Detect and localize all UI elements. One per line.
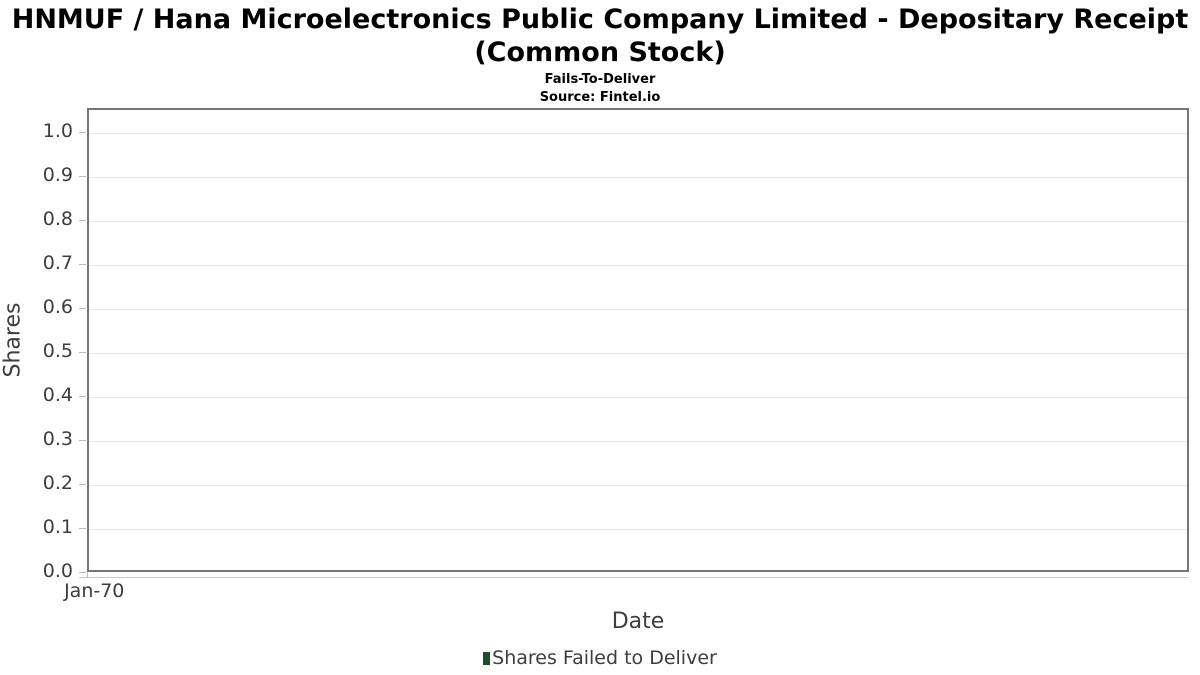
- x-tick-label: Jan-70: [64, 580, 125, 602]
- y-tick-label: 0.2: [42, 472, 73, 494]
- y-tick-mark: [79, 440, 86, 441]
- chart-title-line2: (Common Stock): [474, 37, 726, 68]
- chart-title-line1: HNMUF / Hana Microelectronics Public Com…: [11, 4, 1189, 35]
- y-tick-label: 0.3: [42, 428, 73, 450]
- legend: Shares Failed to Deliver: [0, 647, 1200, 669]
- y-tick-label: 0.6: [42, 296, 73, 318]
- gridline: [89, 221, 1187, 222]
- y-tick-label: 0.9: [42, 164, 73, 186]
- y-tick-mark: [79, 308, 86, 309]
- y-tick-label: 0.4: [42, 384, 73, 406]
- chart-header: HNMUF / Hana Microelectronics Public Com…: [0, 0, 1200, 107]
- x-axis-title: Date: [611, 609, 665, 634]
- y-tick-label: 0.8: [42, 208, 73, 230]
- gridline: [89, 353, 1187, 354]
- legend-label: Shares Failed to Deliver: [492, 647, 717, 669]
- gridline: [89, 397, 1187, 398]
- y-tick-label: 1.0: [42, 120, 73, 142]
- y-tick-label: 0.7: [42, 252, 73, 274]
- gridline: [89, 485, 1187, 486]
- y-tick-mark: [79, 572, 86, 573]
- chart-source: Source: Fintel.io: [539, 90, 661, 105]
- y-tick-label: 0.5: [42, 340, 73, 362]
- y-tick-mark: [79, 484, 86, 485]
- y-tick-mark: [79, 220, 86, 221]
- gridline: [89, 177, 1187, 178]
- x-axis-tick-mark: [87, 572, 88, 578]
- y-tick-mark: [79, 352, 86, 353]
- y-tick-mark: [79, 528, 86, 529]
- y-tick-mark: [79, 176, 86, 177]
- y-tick-mark: [79, 132, 86, 133]
- y-tick-label: 0.0: [42, 560, 73, 582]
- gridline: [89, 133, 1187, 134]
- chart-subtitle: Fails-To-Deliver: [544, 72, 656, 87]
- y-tick-label: 0.1: [42, 516, 73, 538]
- x-axis-line: [79, 577, 1189, 578]
- gridline: [89, 265, 1187, 266]
- gridline: [89, 309, 1187, 310]
- gridline: [89, 529, 1187, 530]
- y-tick-mark: [79, 396, 86, 397]
- legend-swatch: [483, 651, 491, 665]
- y-tick-mark: [79, 264, 86, 265]
- gridline: [89, 441, 1187, 442]
- plot-area: [87, 108, 1189, 572]
